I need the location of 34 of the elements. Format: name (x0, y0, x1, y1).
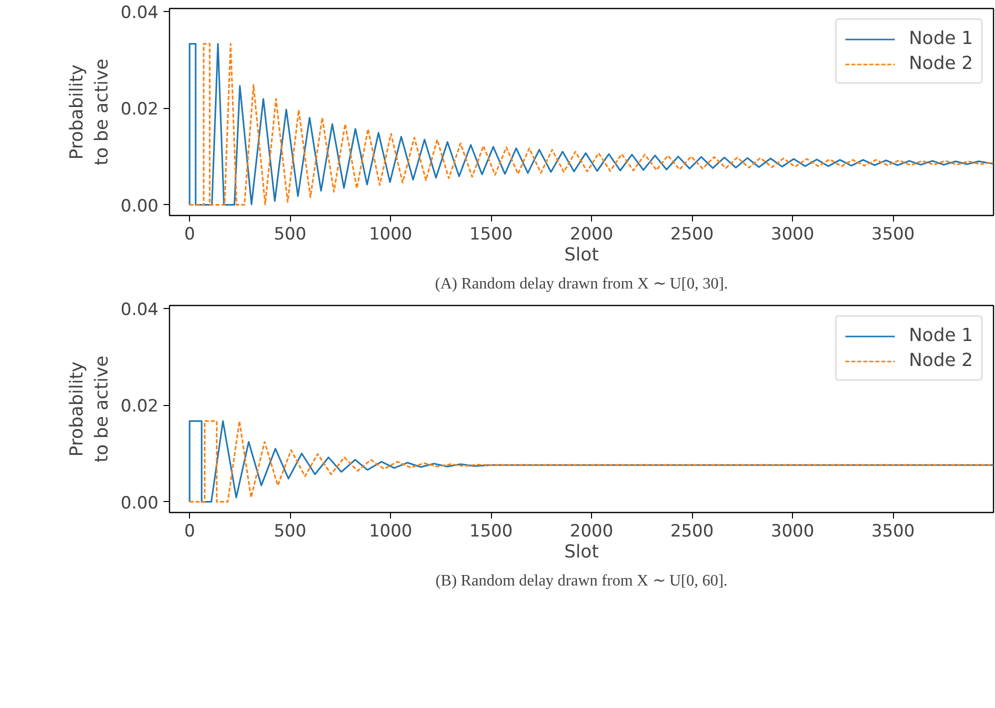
x-tick-label: 3500 (871, 522, 915, 542)
x-tick-label: 1000 (368, 522, 412, 542)
text: (A) Random delay drawn from X ∼ U[0, 30]. (435, 276, 728, 292)
x-axis-title: Slot (564, 244, 599, 266)
legend-label: Node 1 (908, 325, 973, 346)
x-tick-label: 2000 (570, 224, 614, 244)
y-tick-label: 0.00 (120, 196, 159, 216)
y-tick-label: 0.04 (120, 2, 159, 23)
legend-label: Node 1 (908, 28, 973, 49)
x-tick-label: 2500 (670, 224, 714, 244)
x-tick-label: 1000 (368, 224, 412, 244)
y-tick-label: 0.04 (120, 300, 159, 320)
y-axis-title: Probability to be active (66, 58, 113, 166)
x-tick-label: 500 (274, 522, 306, 542)
x-tick-label: 3000 (770, 224, 814, 244)
x-tick-label: 1500 (469, 224, 513, 244)
y-tick-label: 0.00 (120, 493, 159, 514)
line-series (188, 420, 994, 503)
x-tick-label: 3500 (871, 224, 915, 244)
x-tick-label: 3000 (770, 522, 814, 542)
x-tick-label: 2000 (570, 522, 614, 542)
x-tick-label: 2500 (670, 522, 714, 542)
y-tick-label: 0.02 (120, 396, 159, 417)
x-axis-title: Slot (564, 542, 599, 562)
text: (B) Random delay drawn from X ∼ U[0, 60]. (435, 572, 728, 590)
legend-label: Node 2 (908, 53, 973, 74)
x-tick-label: 0 (184, 224, 196, 244)
x-tick-label: 1500 (469, 522, 513, 542)
x-tick-label: 500 (274, 224, 306, 244)
y-axis-title: Probability to be active (66, 356, 113, 462)
x-tick-label: 0 (184, 522, 196, 542)
legend-label: Node 2 (908, 350, 973, 371)
y-tick-label: 0.02 (120, 100, 159, 120)
line-series (188, 43, 994, 206)
